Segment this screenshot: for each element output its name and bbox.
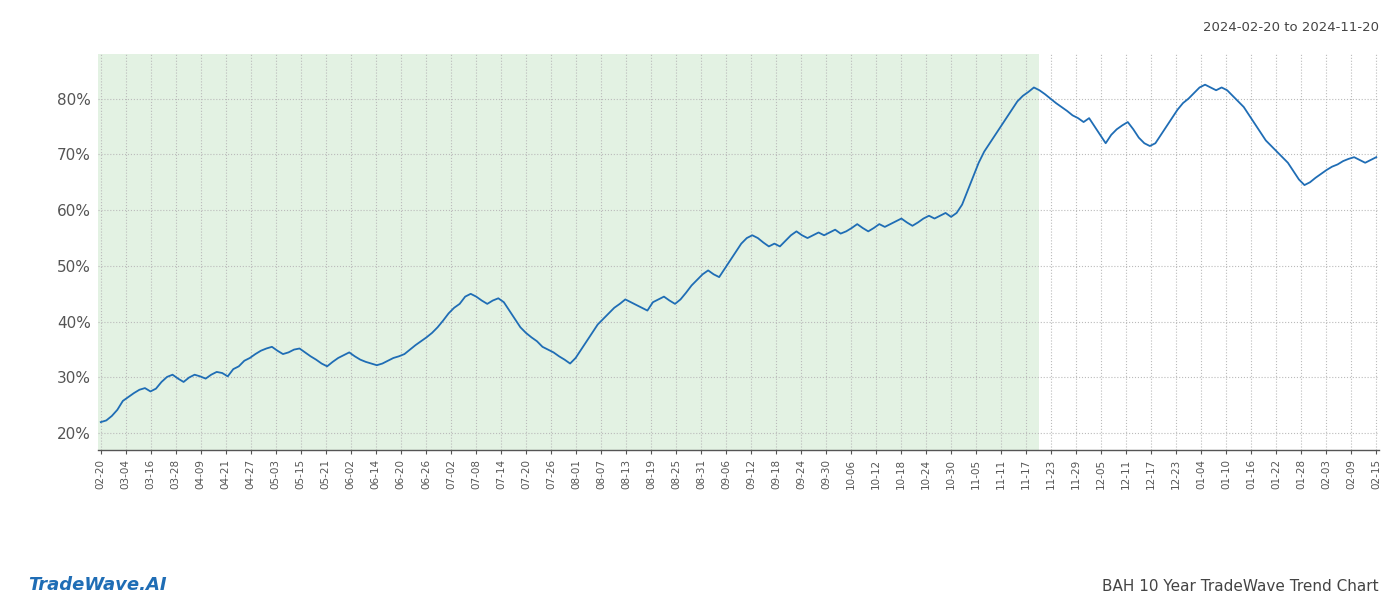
Text: BAH 10 Year TradeWave Trend Chart: BAH 10 Year TradeWave Trend Chart <box>1102 579 1379 594</box>
Text: 2024-02-20 to 2024-11-20: 2024-02-20 to 2024-11-20 <box>1203 21 1379 34</box>
Text: TradeWave.AI: TradeWave.AI <box>28 576 167 594</box>
Bar <box>98 54 1039 450</box>
